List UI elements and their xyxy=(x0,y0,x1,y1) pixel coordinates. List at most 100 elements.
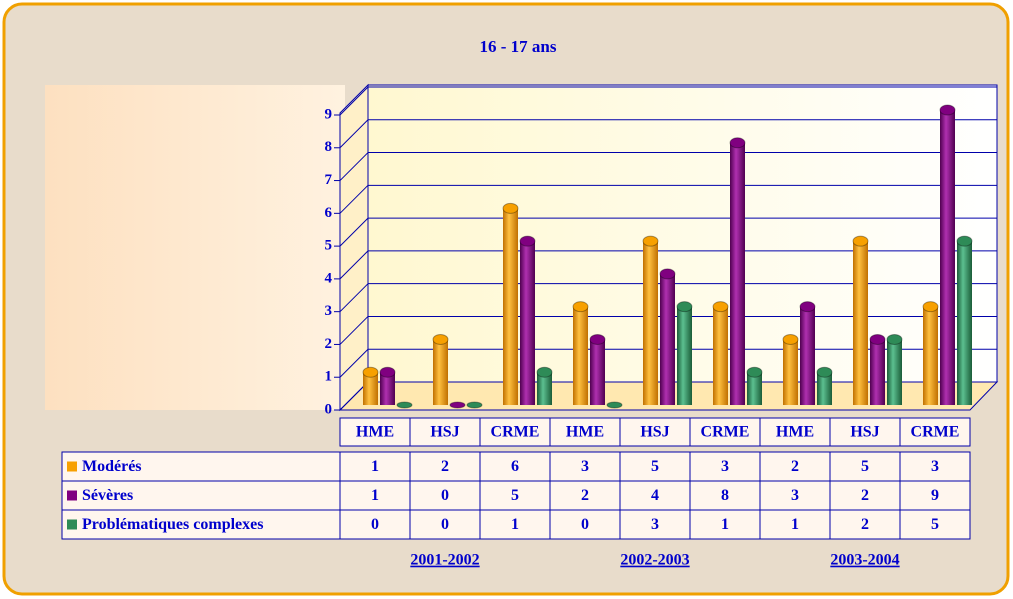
table-cell xyxy=(759,480,831,511)
table-value: 0 xyxy=(581,516,589,533)
table-value: 3 xyxy=(581,458,589,475)
table-cell xyxy=(409,417,481,447)
bar-body xyxy=(380,372,395,405)
group-label: 2001-2002 xyxy=(410,552,479,569)
table-cell xyxy=(899,451,971,482)
category-label: CRME xyxy=(911,424,960,441)
table-cell xyxy=(899,417,971,447)
bar xyxy=(922,301,939,405)
y-tick-label: 4 xyxy=(325,270,333,286)
grid-line xyxy=(339,283,369,313)
table-value: 3 xyxy=(931,458,939,475)
bar-cap xyxy=(782,333,799,345)
bar xyxy=(816,366,833,405)
table-value: 5 xyxy=(511,487,519,504)
bar-body xyxy=(660,273,675,405)
table-cell xyxy=(479,480,551,511)
y-tick-label: 8 xyxy=(325,139,333,155)
table-cell xyxy=(479,509,551,540)
bar xyxy=(852,235,869,405)
table-value: 0 xyxy=(371,516,379,533)
category-label: HSJ xyxy=(850,424,879,441)
grid-line xyxy=(339,250,369,280)
bar-body xyxy=(747,372,762,405)
bar xyxy=(432,333,449,405)
table-value: 2 xyxy=(581,487,589,504)
bar-cap xyxy=(852,235,869,247)
table-cell xyxy=(549,417,621,447)
bar-cap xyxy=(746,366,763,378)
table-value: 0 xyxy=(441,516,449,533)
category-label: HME xyxy=(356,424,394,441)
bar-body xyxy=(677,306,692,405)
table-cell xyxy=(829,451,901,482)
bar xyxy=(939,104,956,405)
bar-cap xyxy=(589,333,606,345)
grid-line xyxy=(339,119,369,149)
group-label: 2003-2004 xyxy=(830,552,899,569)
bar-cap xyxy=(466,401,483,409)
bar-cap xyxy=(536,366,553,378)
bar xyxy=(956,235,973,405)
bar-cap xyxy=(799,301,816,313)
y-tick-label: 9 xyxy=(325,106,333,122)
grid-line xyxy=(339,184,369,214)
bar xyxy=(362,366,379,405)
bar-cap xyxy=(606,401,623,409)
bar-cap xyxy=(816,366,833,378)
bar xyxy=(869,333,886,405)
table-value: 1 xyxy=(371,487,379,504)
bar-body xyxy=(643,241,658,405)
table-value: 9 xyxy=(931,487,939,504)
bar-cap xyxy=(502,202,519,214)
bar-cap xyxy=(572,301,589,313)
bar xyxy=(379,366,396,405)
category-label: HSJ xyxy=(640,424,669,441)
bar-body xyxy=(783,339,798,405)
table-value: 8 xyxy=(721,487,729,504)
bar-cap xyxy=(869,333,886,345)
table-value: 6 xyxy=(511,458,519,475)
table-cell xyxy=(829,480,901,511)
bar-cap xyxy=(519,235,536,247)
bar-body xyxy=(817,372,832,405)
table-value: 0 xyxy=(441,487,449,504)
table-value: 1 xyxy=(371,458,379,475)
bar-body xyxy=(870,339,885,405)
table-value: 2 xyxy=(791,458,799,475)
bar-cap xyxy=(432,333,449,345)
bar xyxy=(502,202,519,405)
table-cell xyxy=(619,451,691,482)
grid-line xyxy=(339,316,369,345)
table-value: 5 xyxy=(651,458,659,475)
table-cell xyxy=(899,509,971,540)
bar xyxy=(466,401,483,409)
table-value: 2 xyxy=(861,516,869,533)
table-cell xyxy=(689,417,761,447)
bar-cap xyxy=(659,268,676,280)
bar-body xyxy=(537,372,552,405)
legend-swatch xyxy=(67,490,77,501)
table-cell xyxy=(339,451,411,482)
bar xyxy=(782,333,799,405)
table-cell xyxy=(339,417,411,447)
table-value: 2 xyxy=(441,458,449,475)
category-label: HME xyxy=(566,424,604,441)
bar-cap xyxy=(396,401,413,409)
bar-body xyxy=(730,142,745,405)
bar xyxy=(642,235,659,405)
bar-body xyxy=(957,241,972,405)
y-tick-label: 2 xyxy=(325,336,333,352)
table-cell xyxy=(689,509,761,540)
bar xyxy=(676,301,693,405)
table-value: 5 xyxy=(931,516,939,533)
bar xyxy=(659,268,676,405)
table-value: 1 xyxy=(791,516,799,533)
bar xyxy=(449,401,466,409)
table-cell xyxy=(549,480,621,511)
bar-body xyxy=(503,208,518,405)
table-value: 5 xyxy=(861,458,869,475)
y-tick-label: 5 xyxy=(325,238,333,254)
bar-body xyxy=(923,306,938,405)
